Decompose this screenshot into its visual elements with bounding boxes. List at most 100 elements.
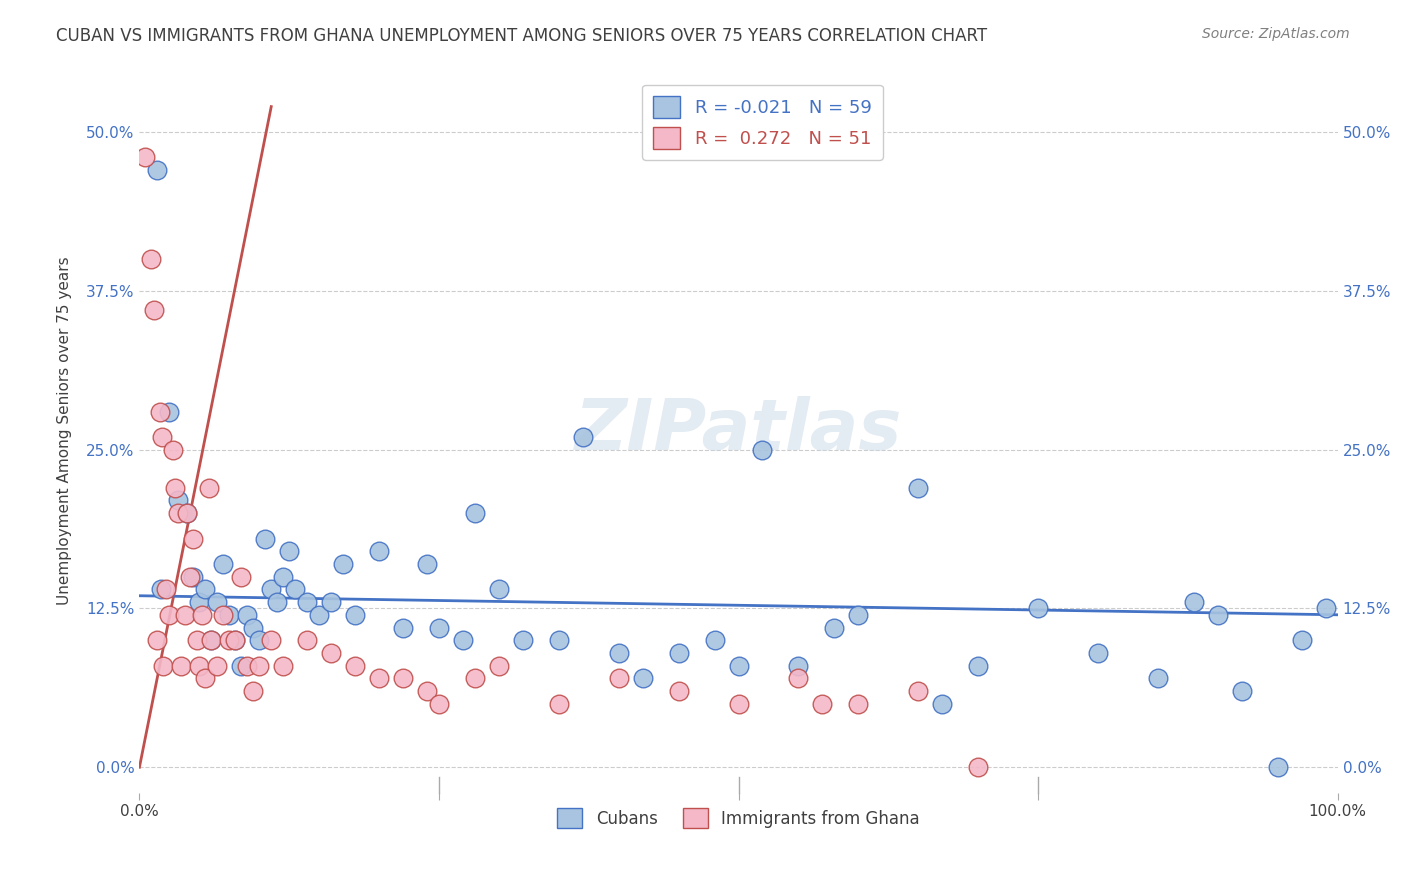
Point xyxy=(1206,607,1229,622)
Point xyxy=(751,442,773,457)
Point xyxy=(183,570,205,584)
Point xyxy=(392,671,415,685)
Point xyxy=(176,506,198,520)
Point xyxy=(321,595,343,609)
Point xyxy=(547,633,569,648)
Point xyxy=(194,582,217,597)
Point xyxy=(1087,646,1109,660)
Point xyxy=(212,557,235,571)
Point xyxy=(416,684,439,698)
Point xyxy=(787,671,810,685)
Point xyxy=(1267,760,1289,774)
Point xyxy=(284,582,307,597)
Point xyxy=(190,607,212,622)
Point xyxy=(931,697,953,711)
Point xyxy=(631,671,654,685)
Point xyxy=(165,481,187,495)
Point xyxy=(368,544,391,558)
Point xyxy=(254,532,277,546)
Point xyxy=(155,582,177,597)
Point xyxy=(1315,601,1337,615)
Point xyxy=(703,633,725,648)
Point xyxy=(207,595,229,609)
Point xyxy=(547,697,569,711)
Point xyxy=(266,595,288,609)
Point xyxy=(907,481,929,495)
Point xyxy=(188,658,211,673)
Point xyxy=(571,430,593,444)
Point xyxy=(152,658,174,673)
Point xyxy=(231,570,253,584)
Point xyxy=(236,607,259,622)
Point xyxy=(1230,684,1253,698)
Point xyxy=(1182,595,1205,609)
Point xyxy=(295,633,318,648)
Point xyxy=(150,582,173,597)
Point xyxy=(907,684,929,698)
Point xyxy=(1026,601,1049,615)
Point xyxy=(242,620,264,634)
Text: Source: ZipAtlas.com: Source: ZipAtlas.com xyxy=(1202,27,1350,41)
Point xyxy=(811,697,834,711)
Point xyxy=(308,607,330,622)
Point xyxy=(967,760,990,774)
Point xyxy=(488,658,510,673)
Point xyxy=(451,633,474,648)
Point xyxy=(207,658,229,673)
Point xyxy=(231,658,253,673)
Point xyxy=(846,607,869,622)
Point xyxy=(176,506,198,520)
Point xyxy=(464,506,486,520)
Point xyxy=(150,430,173,444)
Point xyxy=(488,582,510,597)
Point xyxy=(224,633,246,648)
Point xyxy=(183,532,205,546)
Point xyxy=(212,607,235,622)
Point xyxy=(224,633,246,648)
Point xyxy=(146,633,169,648)
Point xyxy=(368,671,391,685)
Point xyxy=(198,481,221,495)
Point xyxy=(727,697,749,711)
Point xyxy=(141,252,163,266)
Point xyxy=(416,557,439,571)
Point xyxy=(464,671,486,685)
Point xyxy=(179,570,201,584)
Point xyxy=(247,658,270,673)
Point xyxy=(607,646,630,660)
Point xyxy=(295,595,318,609)
Point xyxy=(512,633,534,648)
Point xyxy=(607,671,630,685)
Point xyxy=(668,646,690,660)
Point xyxy=(242,684,264,698)
Point xyxy=(967,658,990,673)
Point xyxy=(188,595,211,609)
Point xyxy=(332,557,354,571)
Point xyxy=(166,506,188,520)
Point xyxy=(162,442,184,457)
Point xyxy=(218,633,240,648)
Point xyxy=(218,607,240,622)
Point xyxy=(823,620,845,634)
Point xyxy=(260,633,283,648)
Point xyxy=(787,658,810,673)
Point xyxy=(271,570,294,584)
Point xyxy=(170,658,193,673)
Point xyxy=(344,658,367,673)
Point xyxy=(846,697,869,711)
Point xyxy=(392,620,415,634)
Point xyxy=(146,163,169,178)
Point xyxy=(668,684,690,698)
Point xyxy=(727,658,749,673)
Point xyxy=(194,671,217,685)
Point xyxy=(166,493,188,508)
Legend: Cubans, Immigrants from Ghana: Cubans, Immigrants from Ghana xyxy=(551,801,927,835)
Point xyxy=(278,544,301,558)
Point xyxy=(134,151,156,165)
Point xyxy=(427,620,450,634)
Point xyxy=(200,633,222,648)
Y-axis label: Unemployment Among Seniors over 75 years: Unemployment Among Seniors over 75 years xyxy=(58,256,72,605)
Point xyxy=(157,607,180,622)
Point xyxy=(149,404,172,418)
Point xyxy=(174,607,197,622)
